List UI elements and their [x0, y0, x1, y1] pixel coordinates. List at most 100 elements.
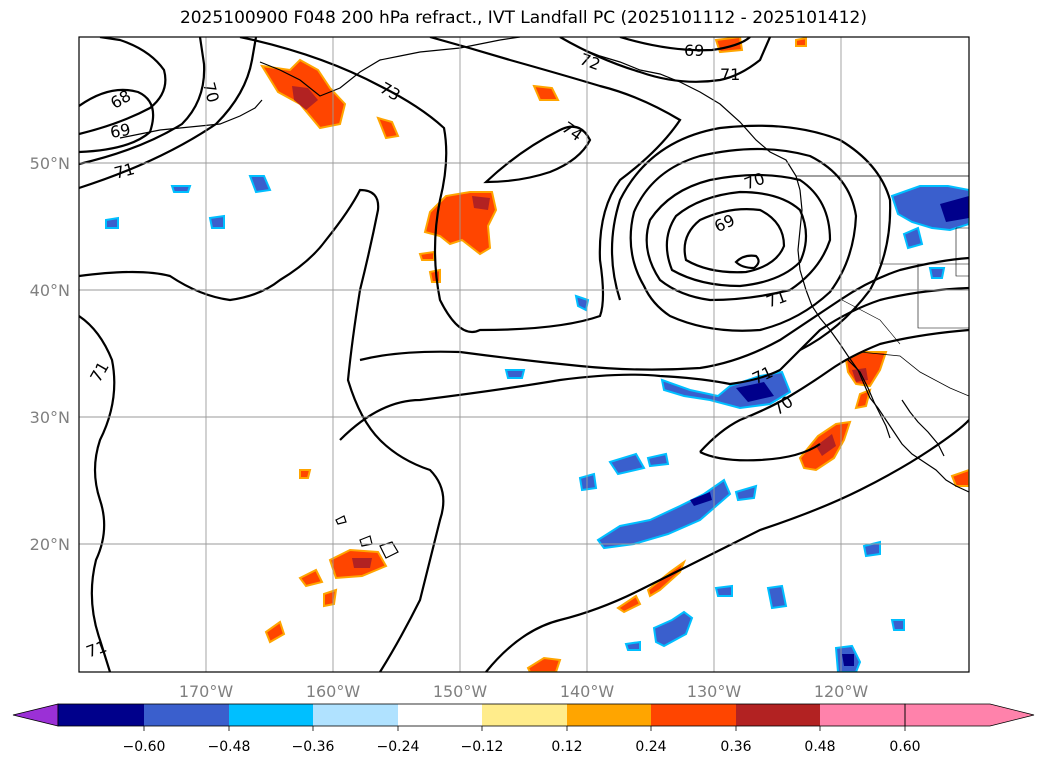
- positive-anomaly-regions: [260, 37, 969, 672]
- contour-line: [79, 37, 206, 166]
- negative-anomaly-regions: [105, 175, 969, 672]
- colorbar-frame: [57, 703, 906, 727]
- contour-label: 71: [112, 159, 137, 183]
- contour-line: [79, 315, 116, 672]
- colorbar-segment: [820, 704, 905, 726]
- anomaly-region-positive: [264, 620, 286, 644]
- colorbar-tick-label: −0.36: [292, 739, 335, 755]
- anomaly-region-negative: [504, 369, 526, 379]
- border-us-mexico: [859, 351, 969, 397]
- anomaly-region-positive: [816, 434, 836, 456]
- lon-label: 150°W: [433, 682, 488, 701]
- coastline-gulf-of-alaska: [559, 37, 801, 191]
- contour-line: [734, 254, 760, 270]
- lon-label: 140°W: [560, 682, 615, 701]
- colorbar-tick-labels: −0.60 −0.48 −0.36 −0.24 −0.12 0.12 0.24 …: [123, 739, 921, 755]
- anomaly-region-positive: [323, 588, 338, 608]
- anomaly-region-positive: [472, 196, 490, 210]
- anomaly-region-negative: [248, 175, 272, 194]
- anomaly-region-negative: [862, 540, 881, 558]
- anomaly-region-negative: [736, 382, 774, 402]
- contour-label: 71: [720, 65, 740, 84]
- colorbar-segment: [58, 704, 144, 726]
- lon-label: 130°W: [687, 682, 742, 701]
- lat-label: 20°N: [30, 535, 70, 554]
- colorbar-tick-label: 0.60: [889, 739, 920, 755]
- colorbar-tick-label: −0.48: [208, 739, 251, 755]
- anomaly-region-negative: [690, 492, 712, 506]
- contour-line: [683, 208, 786, 274]
- anomaly-region-negative: [574, 294, 590, 312]
- contour-line: [79, 37, 258, 190]
- anomaly-region-negative: [890, 619, 905, 631]
- anomaly-region-negative: [714, 584, 733, 597]
- lat-label: 40°N: [30, 281, 70, 300]
- colorbar-extend-high: [904, 703, 1035, 727]
- anomaly-region-negative: [766, 584, 788, 610]
- colorbar-tick-label: −0.60: [123, 739, 166, 755]
- anomaly-region-negative: [105, 216, 119, 229]
- colorbar-segment: [482, 704, 567, 726]
- contour-label: 70: [199, 80, 223, 105]
- anomaly-region-positive: [298, 568, 324, 588]
- anomaly-region-positive: [299, 469, 312, 479]
- colorbar-segment: [313, 704, 398, 726]
- contour-label: 69: [109, 120, 132, 142]
- colorbar-tick-label: 0.48: [804, 739, 835, 755]
- colorbar-segment: [229, 704, 313, 726]
- anomaly-region-positive: [526, 656, 562, 672]
- lon-label: 120°W: [814, 682, 869, 701]
- contour-line: [665, 190, 808, 288]
- anomaly-region-positive: [352, 558, 372, 568]
- anomaly-region-negative: [902, 226, 924, 250]
- anomaly-region-positive: [292, 86, 318, 110]
- colorbar-ticks: [143, 726, 906, 731]
- colorbar-segment: [398, 704, 482, 726]
- anomaly-region-negative: [608, 452, 646, 476]
- colorbar-tick-label: −0.24: [377, 739, 420, 755]
- contour-line: [483, 125, 592, 184]
- contour-line: [239, 37, 682, 333]
- contour-line: [79, 37, 167, 136]
- anomaly-region-negative: [170, 185, 192, 193]
- longitude-labels: 170°W 160°W 150°W 140°W 130°W 120°W: [179, 682, 869, 701]
- map-title: 2025100900 F048 200 hPa refract., IVT La…: [179, 8, 867, 28]
- anomaly-region-positive: [616, 594, 642, 614]
- map-frame: [78, 36, 970, 673]
- contour-label: 69: [684, 41, 704, 60]
- anomaly-region-positive: [646, 559, 687, 598]
- contour-line: [699, 328, 969, 453]
- anomaly-region-positive: [376, 116, 400, 140]
- lon-label: 160°W: [306, 682, 361, 701]
- anomaly-region-positive: [795, 37, 807, 47]
- map-plot-area: [79, 37, 969, 672]
- colorbar-tick-label: −0.12: [461, 739, 504, 755]
- colorbar-segment: [567, 704, 651, 726]
- coastline-mexico: [901, 399, 945, 457]
- contour-line: [339, 286, 969, 441]
- contour-line: [619, 37, 751, 52]
- anomaly-region-negative: [578, 472, 598, 492]
- coastline-north-america: [797, 189, 969, 493]
- anomaly-region-negative: [624, 640, 641, 651]
- anomaly-region-negative: [596, 478, 732, 550]
- lon-label: 170°W: [179, 682, 234, 701]
- colorbar-segment: [651, 704, 736, 726]
- colorbar-tick-label: 0.24: [635, 739, 666, 755]
- colorbar-tick-label: 0.12: [551, 739, 582, 755]
- latitude-labels: 50°N 40°N 30°N 20°N: [30, 154, 70, 554]
- contour-line: [485, 419, 969, 672]
- coastline-alaska: [259, 37, 521, 97]
- anomaly-region-positive: [532, 84, 560, 101]
- colorbar-segment: [736, 704, 820, 726]
- anomaly-region-negative: [646, 452, 670, 468]
- coastline-baja: [847, 359, 891, 439]
- anomaly-region-negative: [940, 196, 969, 222]
- graticule: [79, 37, 969, 672]
- coastline-aleutians: [119, 99, 263, 139]
- contour-line: [79, 188, 445, 672]
- anomaly-region-negative: [652, 610, 694, 648]
- contour-line: [645, 173, 832, 302]
- anomaly-region-negative: [208, 214, 225, 229]
